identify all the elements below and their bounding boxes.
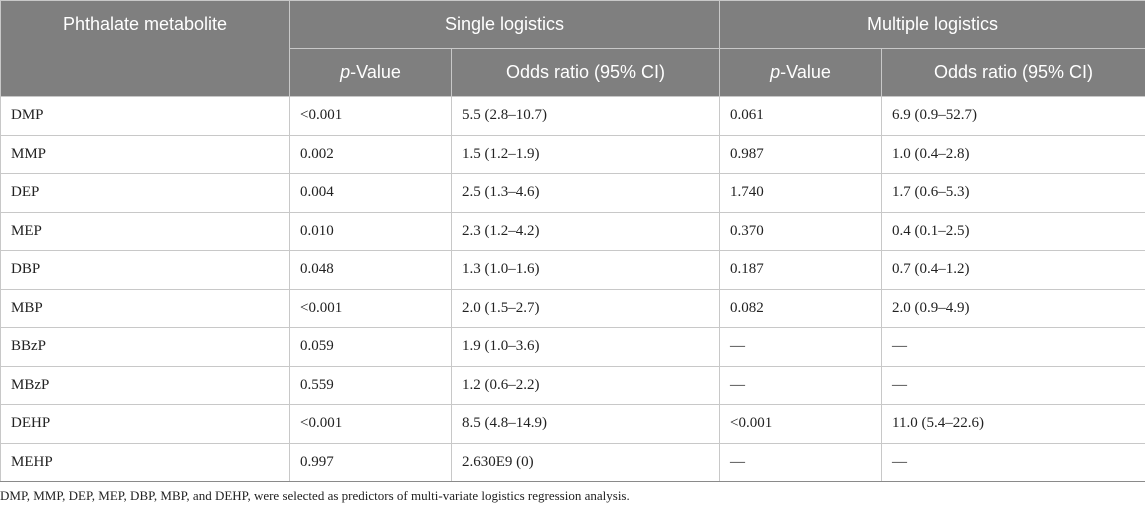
table-row: DBP 0.048 1.3 (1.0–1.6) 0.187 0.7 (0.4–1… (0, 250, 1145, 290)
multiple-p-value-cell: — (719, 327, 882, 367)
header-multiple-odds-ratio: Odds ratio (95% CI) (880, 48, 1145, 97)
multiple-odds-ratio-cell: — (880, 442, 1145, 482)
table-row: MBP <0.001 2.0 (1.5–2.7) 0.082 2.0 (0.9–… (0, 288, 1145, 328)
single-p-value-cell: 0.004 (289, 173, 452, 213)
table-row: MEP 0.010 2.3 (1.2–4.2) 0.370 0.4 (0.1–2… (0, 211, 1145, 251)
metabolite-cell: MMP (0, 134, 290, 174)
table-header: Phthalate metabolite Single logistics Mu… (0, 0, 1145, 97)
metabolite-cell: MBP (0, 288, 290, 328)
single-odds-ratio-cell: 2.5 (1.3–4.6) (451, 173, 720, 213)
metabolite-cell: MBzP (0, 365, 290, 405)
single-p-value-cell: 0.010 (289, 211, 452, 251)
multiple-odds-ratio-cell: 6.9 (0.9–52.7) (880, 96, 1145, 136)
metabolite-cell: MEHP (0, 442, 290, 482)
single-p-value-cell: 0.997 (289, 442, 452, 482)
single-odds-ratio-cell: 1.3 (1.0–1.6) (451, 250, 720, 290)
single-odds-ratio-cell: 1.2 (0.6–2.2) (451, 365, 720, 405)
table-row: DMP <0.001 5.5 (2.8–10.7) 0.061 6.9 (0.9… (0, 96, 1145, 136)
single-p-value-cell: <0.001 (289, 288, 452, 328)
metabolite-cell: DBP (0, 250, 290, 290)
multiple-odds-ratio-cell: 1.0 (0.4–2.8) (880, 134, 1145, 174)
table-row: MEHP 0.997 2.630E9 (0) — — (0, 442, 1145, 482)
single-p-value-cell: 0.048 (289, 250, 452, 290)
multiple-odds-ratio-cell: 0.4 (0.1–2.5) (880, 211, 1145, 251)
single-p-value-cell: <0.001 (289, 96, 452, 136)
multiple-p-value-cell: — (719, 442, 882, 482)
header-single-logistics: Single logistics (289, 0, 720, 49)
single-odds-ratio-cell: 8.5 (4.8–14.9) (451, 404, 720, 444)
single-p-value-cell: 0.002 (289, 134, 452, 174)
single-p-value-cell: <0.001 (289, 404, 452, 444)
multiple-p-value-cell: 0.082 (719, 288, 882, 328)
table-footnote: DMP, MMP, DEP, MEP, DBP, MBP, and DEHP, … (0, 488, 630, 503)
p-italic-label: p (770, 62, 781, 82)
multiple-p-value-cell: 1.740 (719, 173, 882, 213)
single-odds-ratio-cell: 2.0 (1.5–2.7) (451, 288, 720, 328)
header-single-p-value: p-Value (289, 48, 452, 97)
p-value-suffix: -Value (780, 62, 831, 82)
p-italic-label: p (340, 62, 351, 82)
single-odds-ratio-cell: 2.630E9 (0) (451, 442, 720, 482)
table-row: DEHP <0.001 8.5 (4.8–14.9) <0.001 11.0 (… (0, 404, 1145, 444)
table-body: DMP <0.001 5.5 (2.8–10.7) 0.061 6.9 (0.9… (0, 96, 1145, 482)
multiple-odds-ratio-cell: 11.0 (5.4–22.6) (880, 404, 1145, 444)
p-value-suffix: -Value (350, 62, 401, 82)
multiple-p-value-cell: — (719, 365, 882, 405)
single-p-value-cell: 0.559 (289, 365, 452, 405)
results-table: Phthalate metabolite Single logistics Mu… (0, 0, 1145, 482)
metabolite-cell: DEHP (0, 404, 290, 444)
single-odds-ratio-cell: 1.5 (1.2–1.9) (451, 134, 720, 174)
table-row: MMP 0.002 1.5 (1.2–1.9) 0.987 1.0 (0.4–2… (0, 134, 1145, 174)
metabolite-cell: BBzP (0, 327, 290, 367)
metabolite-cell: DMP (0, 96, 290, 136)
table-row: MBzP 0.559 1.2 (0.6–2.2) — — (0, 365, 1145, 405)
metabolite-cell: MEP (0, 211, 290, 251)
multiple-p-value-cell: 0.061 (719, 96, 882, 136)
multiple-p-value-cell: <0.001 (719, 404, 882, 444)
header-row-top: Phthalate metabolite Single logistics Mu… (0, 0, 1145, 97)
multiple-odds-ratio-cell: 1.7 (0.6–5.3) (880, 173, 1145, 213)
metabolite-cell: DEP (0, 173, 290, 213)
header-phthalate-metabolite: Phthalate metabolite (0, 0, 290, 97)
single-odds-ratio-cell: 2.3 (1.2–4.2) (451, 211, 720, 251)
single-odds-ratio-cell: 1.9 (1.0–3.6) (451, 327, 720, 367)
multiple-p-value-cell: 0.987 (719, 134, 882, 174)
multiple-p-value-cell: 0.187 (719, 250, 882, 290)
single-odds-ratio-cell: 5.5 (2.8–10.7) (451, 96, 720, 136)
multiple-p-value-cell: 0.370 (719, 211, 882, 251)
multiple-odds-ratio-cell: — (880, 365, 1145, 405)
header-multiple-p-value: p-Value (719, 48, 882, 97)
table-row: BBzP 0.059 1.9 (1.0–3.6) — — (0, 327, 1145, 367)
header-single-odds-ratio: Odds ratio (95% CI) (451, 48, 720, 97)
multiple-odds-ratio-cell: 2.0 (0.9–4.9) (880, 288, 1145, 328)
multiple-odds-ratio-cell: 0.7 (0.4–1.2) (880, 250, 1145, 290)
header-row-sub: p-Value Odds ratio (95% CI) p-Value Odds… (1, 48, 1145, 97)
single-p-value-cell: 0.059 (289, 327, 452, 367)
table-row: DEP 0.004 2.5 (1.3–4.6) 1.740 1.7 (0.6–5… (0, 173, 1145, 213)
multiple-odds-ratio-cell: — (880, 327, 1145, 367)
header-multiple-logistics: Multiple logistics (718, 0, 1145, 49)
